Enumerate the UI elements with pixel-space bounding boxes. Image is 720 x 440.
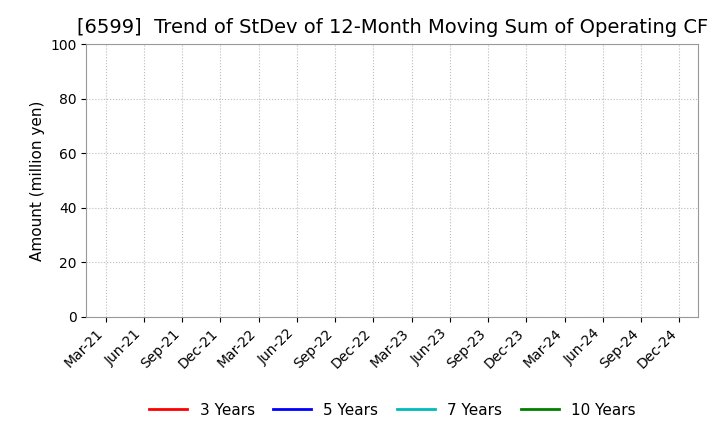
- Title: [6599]  Trend of StDev of 12-Month Moving Sum of Operating CF: [6599] Trend of StDev of 12-Month Moving…: [77, 18, 708, 37]
- Y-axis label: Amount (million yen): Amount (million yen): [30, 100, 45, 260]
- Legend: 3 Years, 5 Years, 7 Years, 10 Years: 3 Years, 5 Years, 7 Years, 10 Years: [143, 396, 642, 424]
